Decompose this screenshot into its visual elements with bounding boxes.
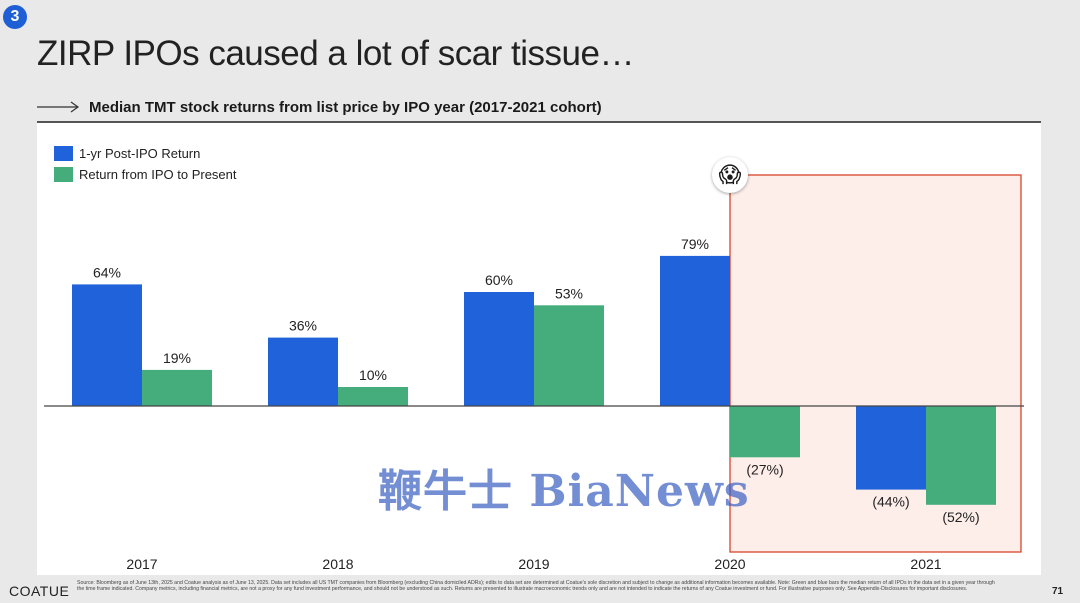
bar-2021-series-1 [856,406,926,490]
data-label-2019-series-2: 53% [555,285,583,301]
legend-item-series-2: Return from IPO to Present [54,164,237,184]
watermark: 鞭牛士 BiaNews [378,466,750,517]
bar-2021-series-2 [926,406,996,505]
data-label-2018-series-2: 10% [359,367,387,383]
right-arrow-icon [37,101,80,113]
bar-2020-series-1 [660,255,730,406]
bar-2018-series-1 [268,337,338,406]
legend-swatch-green [54,166,73,182]
bar-2020-series-2 [730,406,800,458]
chart-subtitle: Median TMT stock returns from list price… [89,99,602,116]
legend-item-series-1: 1-yr Post-IPO Return [54,143,237,163]
legend-swatch-blue [54,145,73,161]
chart-legend: 1-yr Post-IPO Return Return from IPO to … [54,143,237,185]
x-tick-label-2021: 2021 [910,556,941,572]
section-number-badge: 3 [3,5,27,29]
x-tick-label-2019: 2019 [518,556,549,572]
data-label-2019-series-1: 60% [485,272,513,288]
slide-title: ZIRP IPOs caused a lot of scar tissue… [37,34,635,73]
bar-2019-series-2 [534,305,604,406]
bar-2019-series-1 [464,292,534,406]
x-tick-label-2020: 2020 [714,556,745,572]
x-tick-label-2018: 2018 [322,556,353,572]
legend-label: Return from IPO to Present [79,166,237,182]
data-label-2020-series-1: 79% [681,236,709,252]
x-tick-label-2017: 2017 [126,556,157,572]
legend-label: 1-yr Post-IPO Return [79,145,201,161]
screaming-face-emoji-icon: 😱 [712,157,748,193]
data-label-2017-series-1: 64% [93,264,121,280]
data-label-2017-series-2: 19% [163,350,191,366]
page-number: 71 [1052,586,1064,597]
bar-chart: 64% 19% 2017 36% 10% 2018 60% 53% 2019 79% (27%) 20… [44,174,1024,572]
data-label-2021-series-1: (44%) [872,494,909,510]
data-label-2018-series-1: 36% [289,318,317,334]
company-logo: COATUE [9,583,70,599]
chart-panel: 64% 19% 2017 36% 10% 2018 60% 53% 2019 79% (27%) 20… [37,123,1041,575]
bar-2018-series-2 [338,387,408,406]
header-divider [37,121,1041,123]
data-label-2020-series-2: (27%) [746,461,783,477]
bar-2017-series-2 [142,369,212,406]
footnote: Source: Bloomberg as of June 13th, 2025 … [77,580,995,593]
data-label-2021-series-2: (52%) [942,509,979,525]
bar-2017-series-1 [72,284,142,406]
